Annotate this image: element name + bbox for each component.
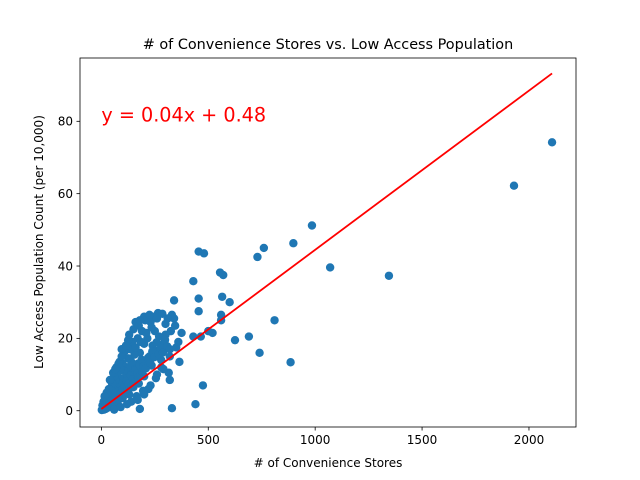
- trendline: [100, 72, 553, 410]
- data-point: [307, 221, 317, 230]
- x-tick-label: 1000: [300, 433, 331, 447]
- data-point: [152, 338, 161, 347]
- data-point: [177, 328, 186, 338]
- data-point: [384, 271, 394, 280]
- data-point: [198, 381, 208, 390]
- data-point: [230, 335, 240, 345]
- regression-equation: y = 0.04x + 0.48: [101, 103, 266, 126]
- data-point: [136, 337, 146, 347]
- y-tick-label: 0: [65, 404, 73, 418]
- data-point: [145, 358, 155, 368]
- data-point: [169, 296, 179, 305]
- plot-frame: [79, 57, 577, 428]
- data-point: [122, 400, 132, 409]
- y-axis: 0 20 40 60 80: [58, 115, 80, 418]
- data-point: [135, 316, 145, 325]
- data-point: [194, 294, 203, 303]
- data-point: [547, 138, 557, 147]
- data-point: [165, 345, 174, 354]
- data-point: [167, 403, 177, 413]
- data-point: [152, 370, 162, 379]
- data-point: [111, 364, 120, 374]
- data-point: [191, 400, 200, 409]
- y-axis-label: Low Access Population Count (per 10,000): [32, 115, 46, 369]
- data-point: [159, 364, 168, 374]
- data-point: [163, 314, 172, 323]
- data-point: [160, 335, 170, 345]
- data-point: [110, 405, 119, 414]
- data-point: [146, 381, 155, 390]
- data-point: [170, 321, 180, 330]
- y-tick-label: 20: [58, 332, 73, 346]
- data-point: [147, 323, 156, 332]
- x-tick-label: 1500: [407, 433, 438, 447]
- points-layer: [97, 138, 557, 415]
- chart-title: # of Convenience Stores vs. Low Access P…: [143, 37, 513, 53]
- data-point: [145, 310, 154, 320]
- data-point: [289, 239, 298, 248]
- y-tick-label: 60: [58, 187, 73, 201]
- x-tick-label: 2000: [514, 433, 545, 447]
- x-axis: 0 500 1000 1500 2000: [98, 427, 545, 447]
- data-point: [325, 263, 335, 272]
- data-point: [123, 354, 133, 363]
- data-point: [135, 404, 145, 414]
- data-point: [225, 297, 234, 307]
- data-point: [189, 277, 198, 286]
- data-point: [137, 355, 146, 364]
- data-point: [165, 375, 174, 385]
- data-point: [142, 328, 151, 338]
- data-point: [139, 390, 149, 399]
- x-axis-label: # of Convenience Stores: [254, 456, 403, 470]
- data-point: [158, 348, 168, 357]
- data-point: [131, 343, 140, 352]
- trendline-layer: [100, 72, 553, 410]
- data-point: [116, 402, 125, 412]
- data-point: [509, 181, 519, 190]
- x-tick-label: 0: [98, 433, 106, 447]
- data-point: [255, 348, 264, 358]
- data-point: [117, 352, 126, 361]
- data-point: [270, 316, 279, 325]
- data-point: [105, 375, 115, 385]
- data-point: [286, 358, 295, 367]
- y-tick-label: 80: [58, 115, 73, 129]
- data-point: [121, 341, 131, 350]
- data-point: [244, 332, 254, 341]
- data-point: [133, 395, 142, 405]
- data-point: [215, 268, 225, 277]
- y-tick-label: 40: [58, 259, 73, 273]
- data-point: [194, 307, 203, 316]
- data-point: [194, 247, 203, 256]
- data-point: [259, 243, 269, 253]
- x-tick-label: 500: [197, 433, 220, 447]
- data-point: [204, 326, 213, 336]
- data-point: [217, 292, 227, 301]
- data-point: [172, 343, 181, 352]
- data-point: [175, 357, 184, 367]
- data-point: [253, 252, 262, 262]
